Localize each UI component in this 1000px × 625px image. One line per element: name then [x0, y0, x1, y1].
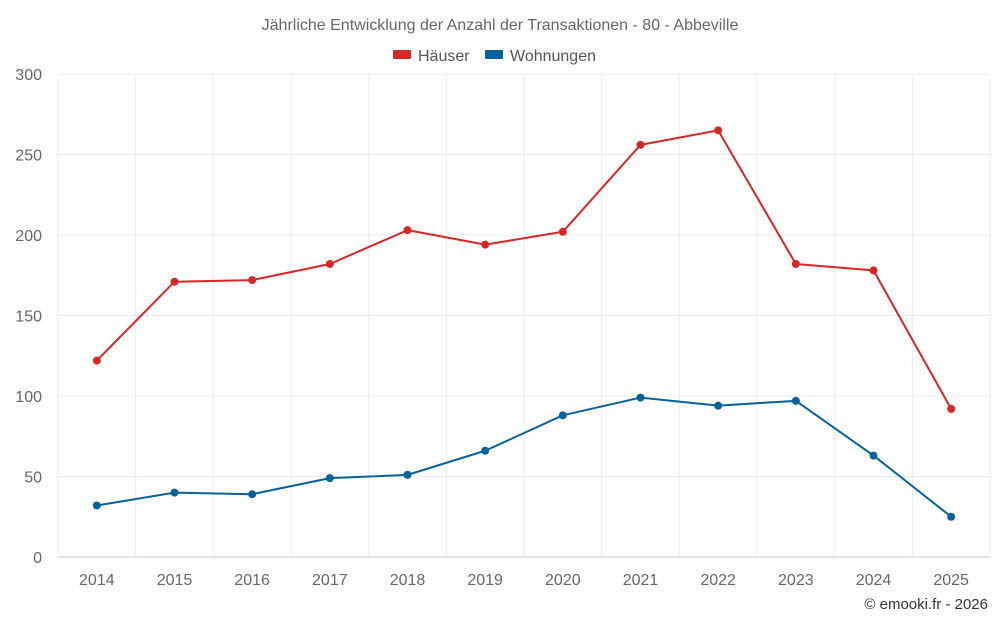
chart-title: Jährliche Entwicklung der Anzahl der Tra…: [262, 17, 739, 34]
x-tick-label: 2019: [467, 572, 503, 589]
legend-swatch-wohnungen: [485, 50, 503, 59]
x-axis-ticks: 2014 2015 2016 2017 2018 2019 2020 2021 2022 2023…: [79, 572, 969, 589]
legend: Häuser Wohnungen: [393, 48, 596, 65]
x-tick-label: 2015: [157, 572, 193, 589]
data-point-wohnungen[interactable]: [248, 490, 257, 499]
data-point-haeuser[interactable]: [325, 259, 334, 268]
x-tick-label: 2014: [79, 572, 115, 589]
y-tick-label: 300: [15, 67, 42, 84]
legend-swatch-haeuser: [393, 50, 411, 59]
x-tick-label: 2020: [545, 572, 581, 589]
data-point-wohnungen[interactable]: [714, 401, 723, 410]
data-point-haeuser[interactable]: [791, 259, 800, 268]
x-tick-label: 2016: [234, 572, 270, 589]
y-tick-label: 250: [15, 148, 42, 165]
x-tick-label: 2018: [390, 572, 426, 589]
data-point-wohnungen[interactable]: [170, 488, 179, 497]
y-tick-label: 50: [24, 470, 42, 487]
legend-label-wohnungen[interactable]: Wohnungen: [510, 48, 596, 65]
data-point-wohnungen[interactable]: [791, 396, 800, 405]
credit-text: © emooki.fr - 2026: [864, 596, 988, 613]
series-line-wohnungen: [96, 396, 952, 518]
y-tick-label: 100: [15, 389, 42, 406]
data-point-wohnungen[interactable]: [636, 393, 645, 402]
data-point-haeuser[interactable]: [403, 226, 412, 235]
data-point-haeuser[interactable]: [636, 140, 645, 149]
legend-label-haeuser[interactable]: Häuser: [418, 48, 470, 65]
data-point-haeuser[interactable]: [481, 240, 490, 249]
x-tick-label: 2025: [933, 572, 969, 589]
data-point-wohnungen[interactable]: [325, 474, 334, 483]
x-tick-label: 2017: [312, 572, 348, 589]
data-point-haeuser[interactable]: [558, 227, 567, 236]
x-tick-label: 2021: [623, 572, 659, 589]
data-point-haeuser[interactable]: [947, 404, 956, 413]
data-point-wohnungen[interactable]: [558, 411, 567, 420]
data-point-haeuser[interactable]: [170, 277, 179, 286]
y-tick-label: 0: [33, 550, 42, 567]
data-point-wohnungen[interactable]: [869, 451, 878, 460]
data-point-wohnungen[interactable]: [92, 501, 101, 510]
data-point-haeuser[interactable]: [714, 126, 723, 135]
y-tick-label: 150: [15, 309, 42, 326]
y-tick-label: 200: [15, 228, 42, 245]
y-axis-ticks: 0 50 100 150 200 250 300: [15, 67, 42, 567]
x-tick-label: 2022: [700, 572, 736, 589]
gridlines: [57, 73, 991, 557]
series: [92, 126, 956, 521]
x-tick-label: 2024: [856, 572, 892, 589]
data-point-haeuser[interactable]: [92, 356, 101, 365]
data-point-haeuser[interactable]: [869, 266, 878, 275]
data-point-wohnungen[interactable]: [403, 470, 412, 479]
x-tick-label: 2023: [778, 572, 814, 589]
data-point-haeuser[interactable]: [248, 276, 257, 285]
series-line-haeuser: [96, 129, 953, 410]
data-point-wohnungen[interactable]: [481, 446, 490, 455]
data-point-wohnungen[interactable]: [947, 512, 956, 521]
